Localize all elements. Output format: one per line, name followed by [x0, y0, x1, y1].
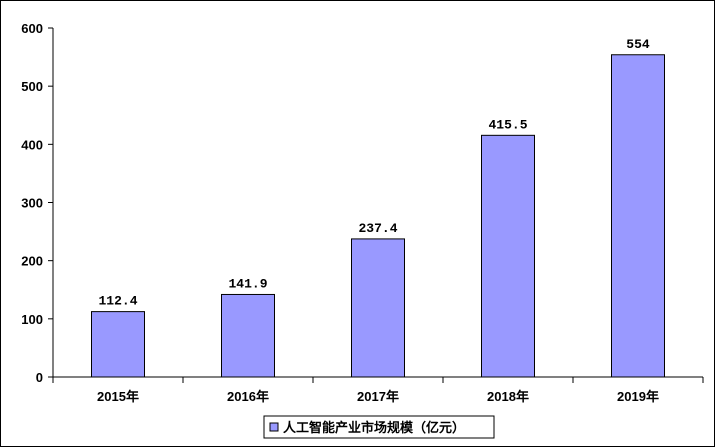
- bar: [221, 293, 275, 378]
- legend-swatch: [269, 422, 279, 432]
- x-tick-label: 2018年: [487, 389, 529, 404]
- y-tick-label: 500: [21, 79, 43, 94]
- y-tick-label: 400: [21, 137, 43, 152]
- bar: [481, 134, 535, 378]
- bar: [91, 311, 145, 378]
- y-tick-label: 100: [21, 312, 43, 327]
- x-tick-label: 2017年: [357, 389, 399, 404]
- bar-value-label: 112.4: [98, 294, 137, 309]
- bar: [611, 54, 665, 378]
- y-tick-label: 300: [21, 196, 43, 211]
- y-tick-label: 600: [21, 21, 43, 36]
- x-tick-label: 2016年: [227, 389, 269, 404]
- bar-value-label: 237.4: [358, 221, 397, 236]
- legend-box: [263, 415, 495, 439]
- bar-value-label: 554: [626, 37, 650, 52]
- bar-value-label: 415.5: [488, 117, 527, 132]
- bar: [351, 238, 405, 378]
- legend-label: 人工智能产业市场规模（亿元）: [283, 420, 465, 436]
- x-tick-label: 2019年: [617, 389, 659, 404]
- bar-value-label: 141.9: [228, 276, 267, 291]
- y-tick-label: 0: [36, 370, 43, 385]
- x-tick-label: 2015年: [97, 389, 139, 404]
- y-tick-label: 200: [21, 254, 43, 269]
